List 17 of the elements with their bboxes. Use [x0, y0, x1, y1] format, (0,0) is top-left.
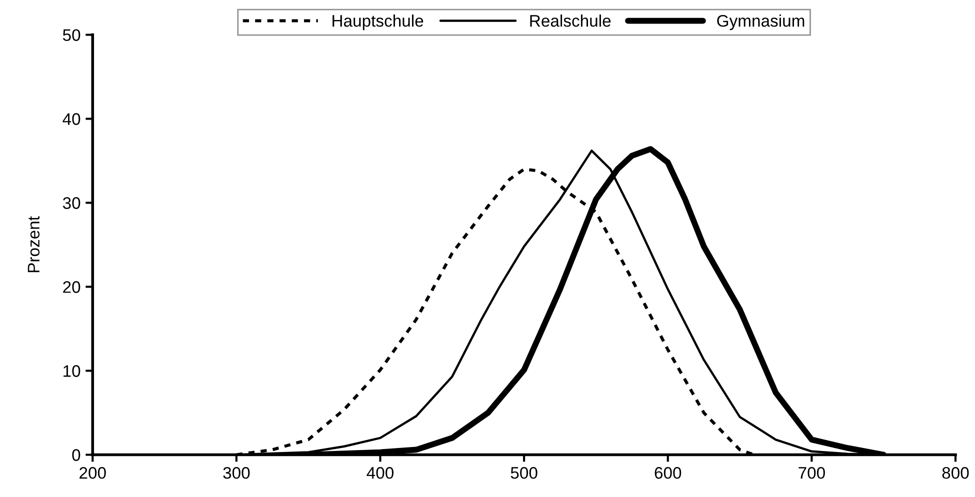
y-tick-label: 0 — [72, 449, 80, 461]
legend-label: Hauptschule — [332, 14, 424, 30]
y-tick-label: 40 — [62, 113, 80, 125]
x-tick-label: 800 — [942, 467, 969, 479]
x-tick-label: 200 — [80, 467, 106, 479]
y-tick-label: 20 — [63, 281, 80, 293]
y-tick-label: 30 — [62, 197, 80, 209]
legend-label: Gymnasium — [717, 14, 804, 30]
x-tick-label: 400 — [366, 467, 394, 479]
y-tick-label: 50 — [62, 29, 80, 41]
legend-label: Realschule — [530, 14, 611, 27]
x-tick-label: 500 — [510, 467, 538, 479]
y-tick-label: 10 — [64, 365, 80, 377]
x-tick-label: 300 — [223, 467, 250, 479]
x-tick-label: 700 — [798, 467, 825, 479]
y-axis-title: Prozent — [28, 216, 40, 272]
x-tick-label: 600 — [654, 467, 682, 479]
